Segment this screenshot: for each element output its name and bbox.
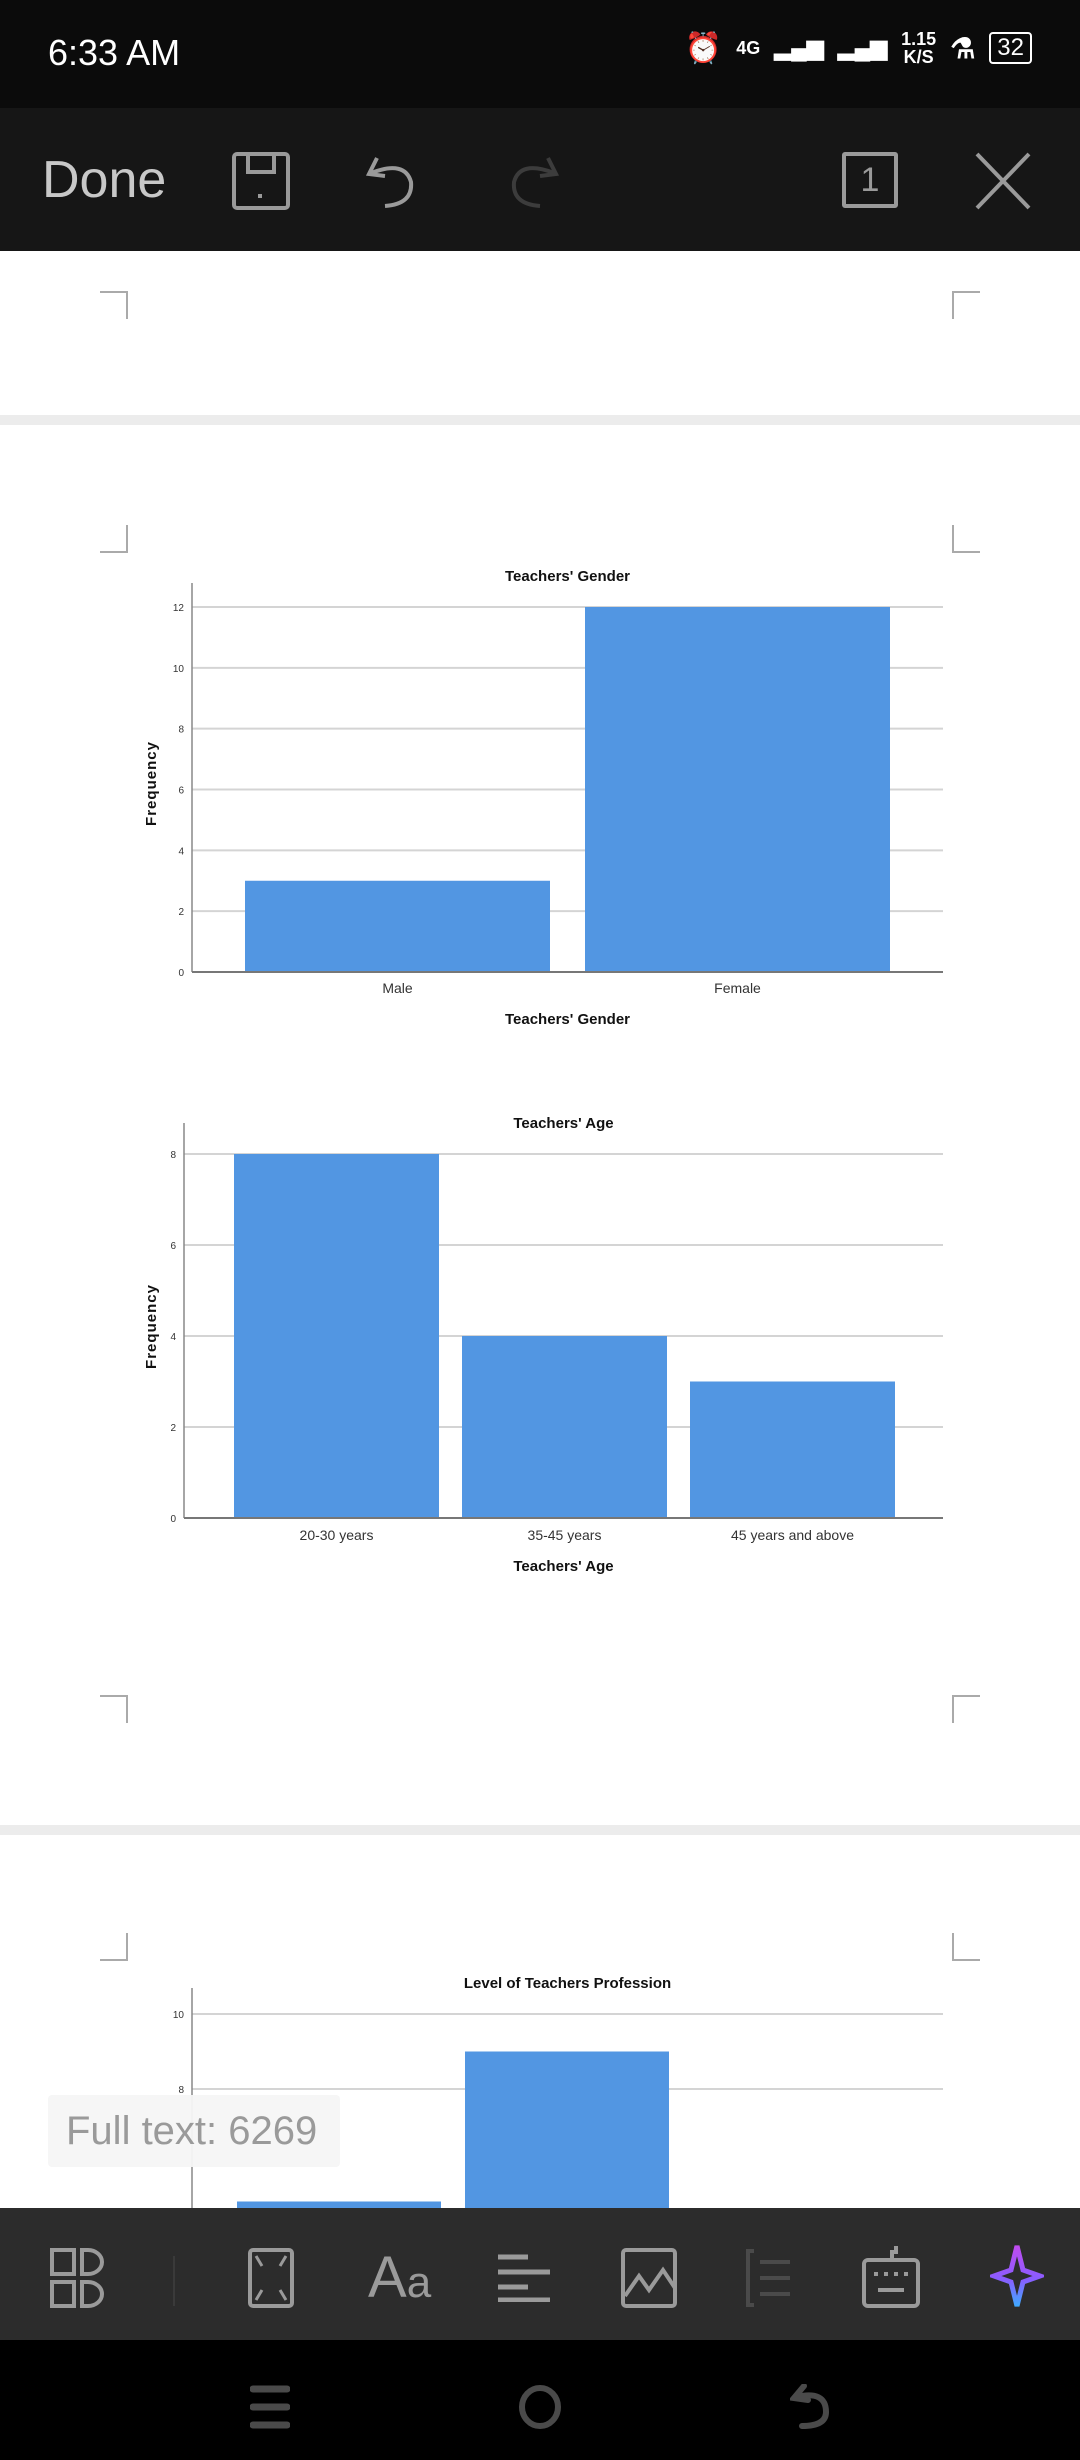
x-tick-label: 35-45 years [528, 1527, 602, 1543]
ai-spark-icon[interactable] [990, 2244, 1044, 2308]
image-chart-icon[interactable] [621, 2248, 677, 2308]
document-page-2 [0, 425, 1080, 1825]
outline-icon [746, 2249, 790, 2307]
bar [462, 1336, 667, 1518]
page-corner-mark [952, 1695, 980, 1723]
network-speed-unit: K/S [903, 47, 934, 67]
charts-layer: Teachers' Gender 0 2 4 6 8 10 12 Male Female Teach… [143, 568, 943, 2208]
page-fit-icon[interactable] [248, 2248, 294, 2308]
editor-toolbar: Done 1 [0, 108, 1080, 251]
bottom-toolbar: Aa [0, 2208, 1080, 2340]
y-tick-label: 0 [170, 1514, 176, 1525]
x-axis-label: Teachers' Gender [505, 1011, 630, 1028]
y-tick-label: 12 [173, 603, 185, 614]
alarm-icon: ⏰ [684, 31, 723, 65]
full-text-badge[interactable]: Full text: 6269 [48, 2095, 340, 2167]
y-tick-label: 6 [178, 786, 184, 797]
undo-icon[interactable] [365, 152, 425, 210]
page-corner-mark [100, 525, 128, 553]
x-axis-label: Teachers' Age [513, 1558, 613, 1575]
chart-title: Teachers' Age [513, 1115, 613, 1132]
status-time: 6:33 AM [48, 32, 181, 73]
battery-icon: 32 [989, 32, 1032, 64]
page-corner-mark [100, 1933, 128, 1961]
bar [245, 880, 550, 972]
font-icon[interactable]: Aa [368, 2245, 432, 2310]
y-tick-label: 6 [170, 1241, 176, 1252]
redo-icon[interactable] [500, 152, 560, 210]
recent-apps-button[interactable] [250, 2385, 290, 2429]
y-tick-label: 0 [178, 968, 184, 979]
page-corner-mark [952, 1933, 980, 1961]
y-tick-label: 4 [170, 1332, 176, 1343]
page-count-button[interactable]: 1 [842, 152, 898, 208]
y-tick-label: 8 [178, 2085, 184, 2096]
page-corner-mark [100, 291, 128, 319]
y-tick-label: 10 [173, 664, 185, 675]
bar [690, 1381, 895, 1518]
chart-title: Level of Teachers Profession [464, 1975, 671, 1992]
bar [465, 2051, 669, 2208]
signal-icon: ▂▄▆ [774, 35, 824, 60]
signal-icon-2: ▂▄▆ [837, 35, 888, 60]
status-bar: 6:33 AM ⏰ 4G ▂▄▆ ▂▄▆ 1.15 K/S ⚗ 32 [0, 0, 1080, 108]
y-tick-label: 2 [178, 907, 184, 918]
x-tick-label: Male [382, 980, 413, 996]
toolbar-divider [173, 2256, 175, 2306]
back-button[interactable] [790, 2384, 832, 2430]
x-tick-label: 45 years and above [731, 1527, 854, 1543]
y-tick-label: 10 [173, 2010, 185, 2021]
bar [234, 1154, 439, 1518]
y-tick-label: 2 [170, 1423, 176, 1434]
bar [237, 2201, 441, 2208]
y-axis-label: Frequency [143, 1284, 160, 1369]
done-button[interactable]: Done [42, 151, 167, 209]
page-corner-mark [100, 1695, 128, 1723]
system-nav-bar [0, 2340, 1080, 2460]
save-icon[interactable] [232, 152, 290, 210]
x-tick-label: Female [714, 980, 761, 996]
home-button[interactable] [518, 2384, 562, 2430]
grid-icon[interactable] [50, 2248, 106, 2308]
y-tick-label: 8 [170, 1150, 176, 1161]
page-corner-mark [952, 525, 980, 553]
keyboard-icon[interactable] [862, 2246, 920, 2308]
network-speed: 1.15 [901, 29, 937, 49]
bar [585, 607, 890, 972]
x-tick-label: 20-30 years [300, 1527, 374, 1543]
chart-title: Teachers' Gender [505, 568, 630, 585]
document-page-1 [0, 251, 1080, 415]
y-tick-label: 8 [178, 725, 184, 736]
y-axis-label: Frequency [143, 741, 160, 826]
align-icon[interactable] [498, 2254, 550, 2302]
network-type: 4G [736, 37, 761, 58]
y-tick-label: 4 [178, 846, 184, 857]
flask-icon: ⚗ [950, 32, 976, 64]
page-corner-mark [952, 291, 980, 319]
close-icon[interactable] [975, 152, 1031, 210]
